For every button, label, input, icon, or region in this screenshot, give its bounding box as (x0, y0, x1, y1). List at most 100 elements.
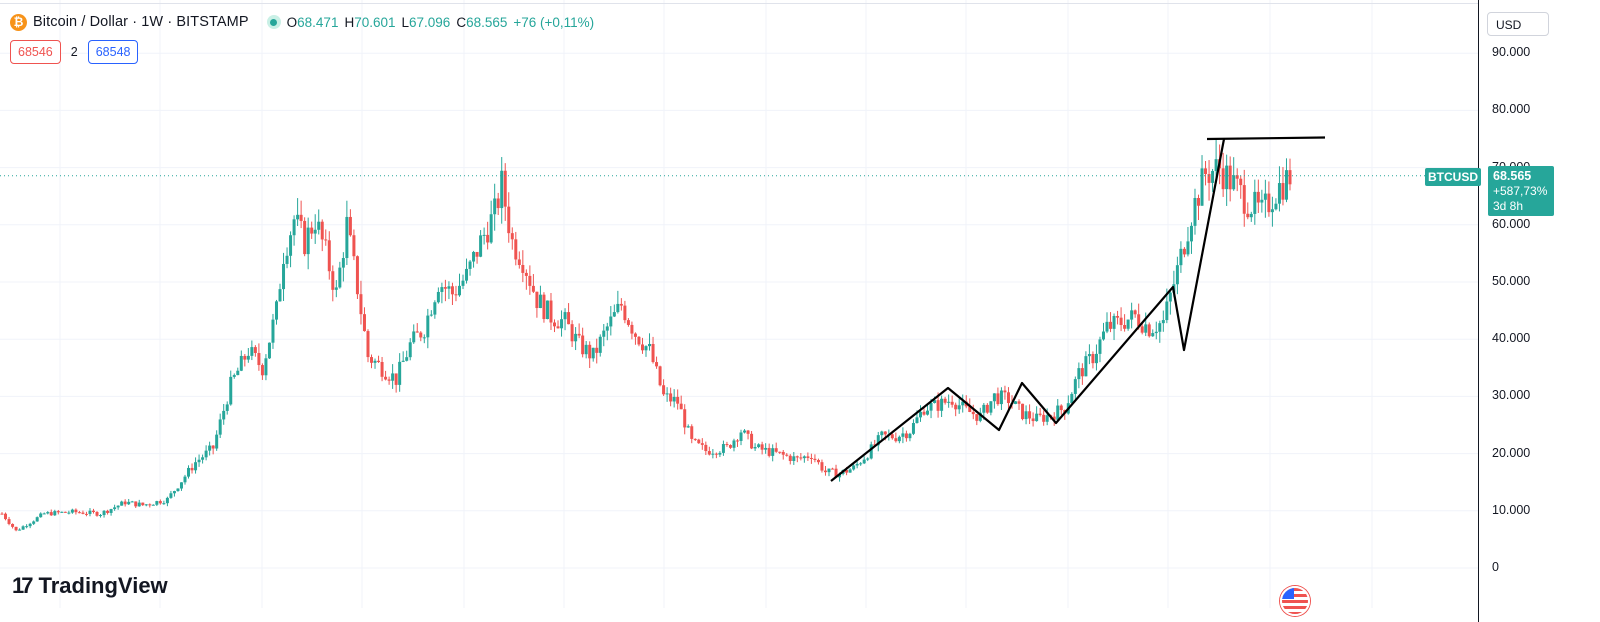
candle-body (728, 445, 732, 448)
candle-body (1003, 390, 1007, 393)
candle-body (246, 355, 250, 360)
candle-body (897, 436, 901, 442)
candle-body (954, 404, 958, 410)
candle-body (1021, 403, 1025, 420)
candle-body (14, 526, 18, 531)
candle-body (1059, 405, 1063, 411)
tradingview-logo[interactable]: 17 TradingView (12, 573, 168, 599)
price-axis-label: 10.000 (1492, 502, 1531, 517)
candle-body (190, 467, 194, 471)
candle-body (662, 385, 666, 395)
candle-body (700, 443, 704, 445)
candle-body (208, 445, 212, 451)
candle-body (1045, 415, 1049, 422)
symbol-title[interactable]: Bitcoin / Dollar · 1W · BITSTAMP (33, 14, 249, 30)
candle-body (778, 451, 782, 453)
sell-button[interactable]: 68546 (10, 40, 61, 64)
candle-body (725, 444, 729, 446)
candle-body (165, 497, 169, 504)
us-flag-icon[interactable] (1280, 586, 1310, 616)
candle-body (746, 430, 750, 434)
candle-body (137, 502, 141, 507)
candle-body (151, 504, 155, 506)
last-price-tag: 68.565 +587,73% 3d 8h (1488, 166, 1554, 216)
candle-body (1267, 193, 1271, 213)
bar-countdown: 3d 8h (1493, 199, 1524, 213)
bitcoin-icon: ₿ (10, 13, 27, 31)
candle-body (827, 468, 831, 473)
ohlc-values: O68.471 H70.601 L67.096 C68.565 (286, 14, 508, 30)
candle-body (869, 444, 873, 459)
candle-body (510, 233, 514, 240)
candle-body (1133, 310, 1137, 315)
candle-body (306, 227, 310, 255)
candle-body (855, 463, 859, 466)
candle-body (602, 330, 606, 337)
candle-body (683, 409, 687, 428)
candle-body (447, 286, 451, 289)
candle-body (253, 347, 257, 354)
candle-body (1165, 301, 1169, 321)
market-status-icon[interactable] (266, 15, 281, 29)
price-change: +76 (+0,11%) (513, 14, 595, 30)
candle-body (39, 513, 43, 518)
candle-body (1263, 193, 1267, 200)
candle-body (971, 411, 975, 415)
candle-body (859, 463, 863, 465)
candle-body (679, 403, 683, 410)
candle-body (1017, 401, 1021, 404)
candle-body (243, 355, 247, 360)
candle-body (1154, 331, 1158, 334)
candle-body (454, 294, 458, 296)
candle-body (387, 379, 391, 381)
candle-body (1123, 325, 1127, 329)
candle-body (781, 451, 785, 455)
candle-body (767, 447, 771, 456)
candle-body (669, 393, 673, 402)
candle-body (348, 216, 352, 236)
candle-body (542, 294, 546, 320)
candle-body (35, 517, 39, 522)
candle-body (194, 462, 198, 471)
candle-body (95, 512, 99, 516)
currency-selector[interactable]: USD (1487, 12, 1549, 36)
buy-button[interactable]: 68548 (87, 40, 139, 64)
candle-body (704, 444, 708, 452)
candle-body (718, 452, 722, 455)
candle-body (433, 302, 437, 315)
candle-body (774, 448, 778, 452)
candle-body (1130, 310, 1134, 320)
candle-body (49, 512, 53, 516)
candle-body (1109, 321, 1113, 329)
candle-body (123, 501, 127, 505)
candle-body (239, 355, 243, 371)
candle-body (158, 501, 162, 504)
candle-body (18, 529, 22, 531)
candle-body (588, 344, 592, 359)
candle-body (560, 319, 564, 329)
candle-body (831, 468, 835, 470)
candle-body (743, 430, 747, 433)
candle-body (7, 519, 11, 524)
price-axis-label: 80.000 (1492, 102, 1531, 117)
candle-body (267, 342, 271, 359)
candle-body (739, 432, 743, 441)
trade-buttons: 68546 2 68548 (10, 40, 139, 64)
candle-body (457, 285, 461, 296)
candle-body (285, 255, 289, 264)
candle-body (299, 214, 303, 221)
candle-body (612, 312, 616, 317)
candle-body (63, 511, 67, 513)
candle-body (595, 347, 599, 353)
candle-body (450, 286, 454, 295)
candle-body (933, 400, 937, 403)
candle-body (943, 398, 947, 403)
candle-body (581, 335, 585, 355)
candle-body (341, 258, 345, 268)
candle-body (714, 453, 718, 455)
candle-body (711, 453, 715, 455)
trend-line-drawing (830, 138, 1226, 482)
high-value: 70.601 (354, 14, 396, 30)
candle-body (1228, 165, 1232, 190)
